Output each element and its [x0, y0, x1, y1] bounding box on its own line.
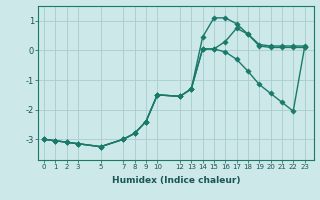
X-axis label: Humidex (Indice chaleur): Humidex (Indice chaleur) — [112, 176, 240, 185]
